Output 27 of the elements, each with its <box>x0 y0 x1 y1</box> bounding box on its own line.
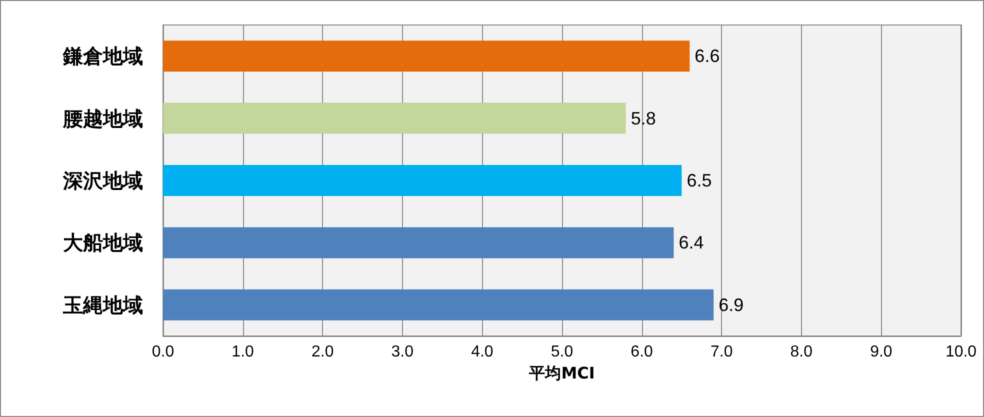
bar <box>163 40 690 72</box>
x-tick-label: 4.0 <box>471 344 494 360</box>
x-tick-label: 6.0 <box>630 344 654 360</box>
x-tick-label: 0.0 <box>152 344 174 360</box>
x-tick-label: 5.0 <box>550 344 574 360</box>
x-axis-title: 平均MCI <box>528 363 595 382</box>
y-tick-label: 腰越地域 <box>62 106 143 130</box>
y-tick-label: 玉縄地域 <box>62 292 143 317</box>
y-tick-label: 深沢地域 <box>62 168 143 192</box>
bar <box>163 165 682 196</box>
x-tick-label: 7.0 <box>710 344 733 360</box>
data-label: 6.6 <box>694 46 720 66</box>
x-tick-label: 2.0 <box>311 344 334 360</box>
x-tick-label: 9.0 <box>870 344 892 360</box>
bar <box>163 227 674 258</box>
bar <box>163 102 626 134</box>
y-tick-label: 大船地域 <box>63 230 143 255</box>
x-tick-label: 1.0 <box>232 344 254 360</box>
data-label: 5.8 <box>630 108 656 128</box>
data-label: 6.9 <box>718 294 744 315</box>
y-tick-label: 鎌倉地域 <box>62 44 143 68</box>
data-label: 6.5 <box>686 170 712 190</box>
bar <box>163 289 714 320</box>
data-label: 6.4 <box>678 232 704 253</box>
x-tick-label: 8.0 <box>790 344 813 360</box>
x-tick-label: 3.0 <box>391 344 414 360</box>
x-tick-label: 10.0 <box>945 344 977 360</box>
